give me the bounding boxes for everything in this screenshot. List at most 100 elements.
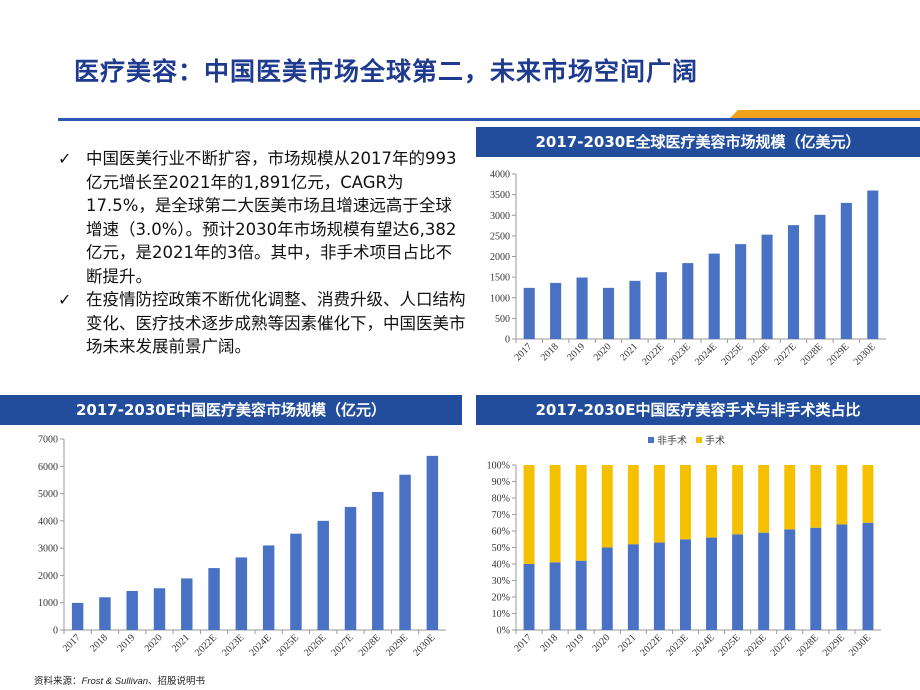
x-tick-label: 2019 xyxy=(115,632,137,654)
x-tick-label: 2024E xyxy=(690,632,716,658)
bar-segment xyxy=(523,465,535,564)
x-tick-label: 2024E xyxy=(693,341,719,367)
y-tick-label: 7000 xyxy=(38,435,58,446)
y-tick-label: 1000 xyxy=(490,293,510,304)
bar-segment xyxy=(601,465,613,548)
bar-segment xyxy=(784,465,796,530)
bar-segment xyxy=(523,564,535,630)
title-underline xyxy=(58,118,920,121)
x-tick-label: 2029E xyxy=(384,632,410,658)
bar-segment xyxy=(706,465,718,538)
accent-bar xyxy=(730,110,920,118)
y-tick-label: 50% xyxy=(492,543,510,554)
surgical-share-chart: 0%10%20%30%40%50%60%70%80%90%100%2017 201… xyxy=(487,434,881,659)
x-tick-label: 2029E xyxy=(821,632,847,658)
y-tick-label: 2500 xyxy=(490,231,510,242)
y-tick-label: 10% xyxy=(492,609,510,620)
x-tick-label: 2022E xyxy=(638,632,664,658)
bar xyxy=(99,597,111,630)
share-chart-header: 2017-2030E中国医疗美容手术与非手术类占比 xyxy=(476,395,920,425)
x-tick-label: 2025E xyxy=(716,632,742,658)
y-tick-label: 3500 xyxy=(490,190,510,201)
source-prefix: 资料来源： xyxy=(34,676,82,687)
bar-segment xyxy=(758,532,770,630)
bar xyxy=(576,277,588,339)
x-tick-label: 2020 xyxy=(592,341,614,363)
bar-segment xyxy=(784,529,796,630)
y-tick-label: 0 xyxy=(505,335,510,346)
x-tick-label: 2023E xyxy=(667,341,693,367)
x-tick-label: 2019 xyxy=(565,341,587,363)
x-tick-label: 2025E xyxy=(275,632,301,658)
page-title: 医疗美容：中国医美市场全球第二，未来市场空间广阔 xyxy=(74,57,699,86)
bullet-list: ✓ 中国医美行业不断扩容，市场规模从2017年的993亿元增长至2021年的1,… xyxy=(56,147,466,359)
bullet-text: 在疫情防控政策不断优化调整、消费升级、人口结构变化、医疗技术逐步成熟等因素催化下… xyxy=(86,290,466,356)
bullet-text: 中国医美行业不断扩容，市场规模从2017年的993亿元增长至2021年的1,89… xyxy=(86,149,457,286)
bar xyxy=(235,557,248,630)
y-tick-label: 2000 xyxy=(490,252,510,263)
bar-segment xyxy=(679,539,691,630)
china-chart-header: 2017-2030E中国医疗美容市场规模（亿元） xyxy=(0,395,462,425)
bar-segment xyxy=(653,465,665,543)
y-tick-label: 500 xyxy=(495,314,510,325)
x-tick-label: 2022E xyxy=(193,632,219,658)
x-tick-label: 2030E xyxy=(852,341,878,367)
bar-segment xyxy=(627,544,639,630)
x-tick-label: 2027E xyxy=(769,632,795,658)
y-tick-label: 2000 xyxy=(38,571,58,582)
source-note: 资料来源：Frost & Sullivan、招股说明书 xyxy=(34,673,205,687)
bar-segment xyxy=(836,524,848,630)
bar xyxy=(399,474,411,630)
x-tick-label: 2027E xyxy=(772,341,798,367)
x-tick-label: 2021 xyxy=(617,632,639,654)
x-tick-label: 2017 xyxy=(512,341,534,363)
bar xyxy=(682,263,694,339)
y-tick-label: 40% xyxy=(492,560,510,571)
bar xyxy=(787,225,800,339)
legend-label: 非手术 xyxy=(657,434,687,447)
legend-swatch xyxy=(648,437,654,443)
x-tick-label: 2025E xyxy=(720,341,746,367)
bar xyxy=(181,578,193,630)
bullet-item: ✓ 中国医美行业不断扩容，市场规模从2017年的993亿元增长至2021年的1,… xyxy=(56,147,466,288)
bar xyxy=(344,506,357,630)
bar-segment xyxy=(549,562,561,630)
bar xyxy=(262,545,275,630)
bar xyxy=(629,280,641,339)
y-tick-label: 70% xyxy=(492,510,510,521)
bar-segment xyxy=(836,465,848,525)
bar xyxy=(523,287,535,339)
x-tick-label: 2023E xyxy=(664,632,690,658)
bar xyxy=(735,244,747,339)
bar-segment xyxy=(732,534,744,630)
y-tick-label: 0 xyxy=(53,626,58,637)
bar-segment xyxy=(627,465,639,545)
y-tick-label: 4000 xyxy=(490,170,510,181)
bar xyxy=(550,282,562,339)
bar xyxy=(153,588,166,630)
x-tick-label: 2029E xyxy=(825,341,851,367)
y-tick-label: 1500 xyxy=(490,273,510,284)
bar xyxy=(708,253,720,339)
x-tick-label: 2026E xyxy=(743,632,769,658)
y-tick-label: 100% xyxy=(487,461,510,472)
x-tick-label: 2024E xyxy=(248,632,274,658)
source-suffix: 、招股说明书 xyxy=(148,676,206,687)
china-market-chart: 0 1000 2000 3000 4000 5000 6000 7000 2017 2018 201… xyxy=(38,435,446,659)
y-tick-label: 5000 xyxy=(38,489,58,500)
x-tick-label: 2026E xyxy=(302,632,328,658)
y-tick-label: 6000 xyxy=(38,462,58,473)
x-tick-label: 2020 xyxy=(143,632,165,654)
x-tick-label: 2021 xyxy=(618,341,640,363)
bar-segment xyxy=(653,542,665,630)
source-name: Frost & Sullivan xyxy=(81,676,149,687)
bar xyxy=(372,491,384,630)
bar xyxy=(814,214,826,339)
x-tick-label: 2030E xyxy=(847,632,873,658)
bar-segment xyxy=(549,465,561,563)
y-tick-label: 3000 xyxy=(490,211,510,222)
bar-segment xyxy=(732,465,744,535)
x-tick-label: 2021 xyxy=(170,632,192,654)
x-tick-label: 2028E xyxy=(799,341,825,367)
bar xyxy=(208,568,220,630)
